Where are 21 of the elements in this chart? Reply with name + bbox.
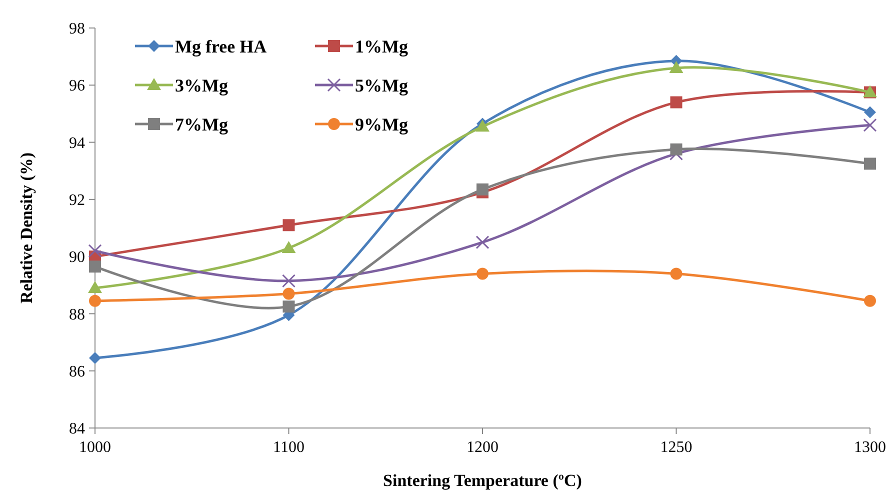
x-tick-label: 1250 xyxy=(660,439,692,456)
y-tick-label: 86 xyxy=(69,363,85,380)
y-axis-title: Relative Density (%) xyxy=(17,152,36,304)
y-tick-label: 84 xyxy=(69,420,85,438)
legend-label: 7%Mg xyxy=(175,114,228,134)
y-tick-label: 98 xyxy=(69,20,85,38)
x-axis-title: Sintering Temperature (ºC) xyxy=(383,471,582,490)
x-tick-label: 1000 xyxy=(79,439,111,456)
y-tick-label: 88 xyxy=(69,306,85,324)
y-tick-label: 94 xyxy=(69,134,85,152)
legend-label: 9%Mg xyxy=(355,114,408,134)
x-tick-label: 1100 xyxy=(273,439,304,456)
legend-label: 5%Mg xyxy=(355,75,408,96)
y-tick-label: 92 xyxy=(69,192,85,210)
y-tick-label: 96 xyxy=(69,78,85,95)
x-tick-label: 1300 xyxy=(854,439,886,456)
y-tick-label: 90 xyxy=(69,249,85,266)
legend-label: Mg free HA xyxy=(175,36,267,56)
x-tick-label: 1200 xyxy=(466,439,498,456)
legend-label: 1%Mg xyxy=(355,36,408,56)
legend-label: 3%Mg xyxy=(175,75,228,96)
